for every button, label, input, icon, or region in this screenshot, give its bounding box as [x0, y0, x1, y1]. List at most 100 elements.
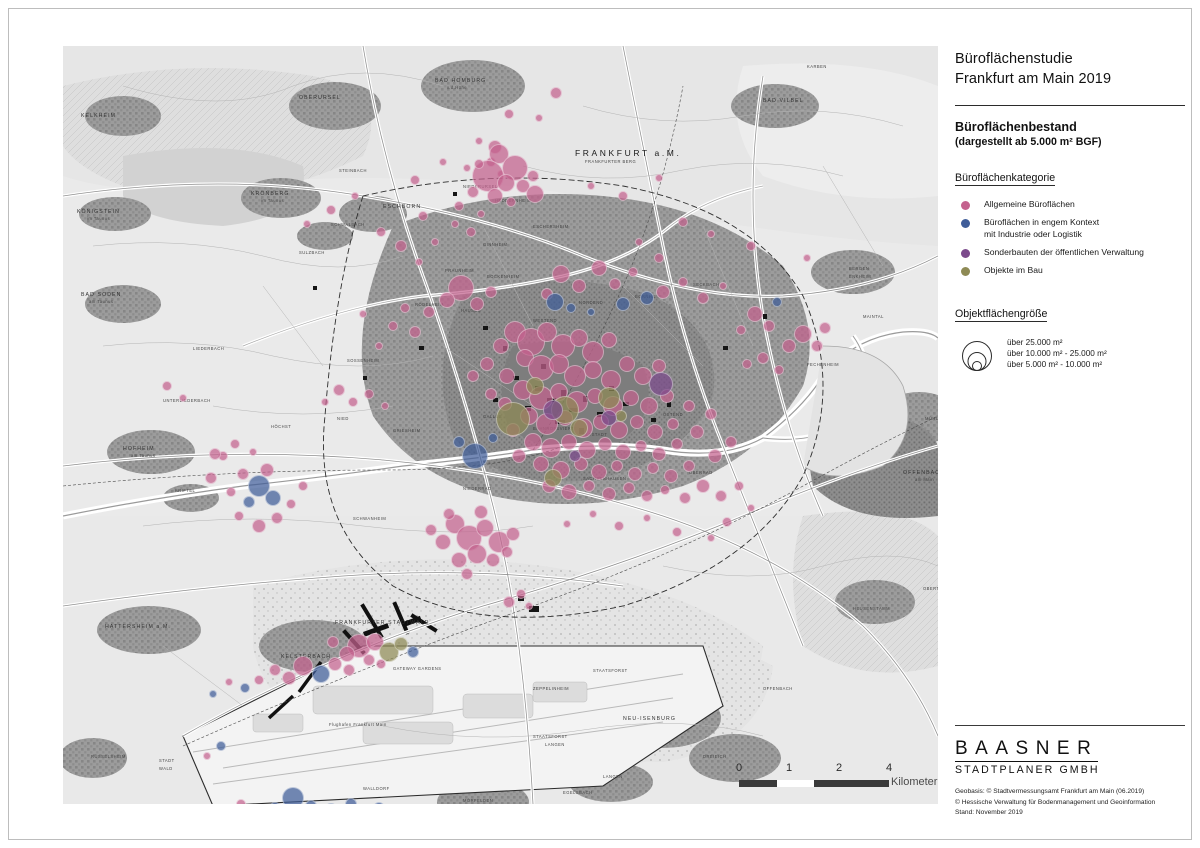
map-symbol-circle[interactable] [591, 464, 607, 480]
map-symbol-circle[interactable] [282, 787, 304, 804]
map-symbol-circle[interactable] [303, 220, 311, 228]
map-symbol-circle[interactable] [618, 191, 628, 201]
map-symbol-circle[interactable] [598, 437, 612, 451]
map-symbol-circle[interactable] [552, 265, 570, 283]
map-symbol-circle[interactable] [570, 329, 588, 347]
map-symbol-circle[interactable] [569, 450, 581, 462]
map-symbol-circle[interactable] [526, 185, 544, 203]
map-symbol-circle[interactable] [697, 292, 709, 304]
map-symbol-circle[interactable] [578, 441, 596, 459]
map-symbol-circle[interactable] [439, 158, 447, 166]
map-symbol-circle[interactable] [582, 341, 604, 363]
map-symbol-circle[interactable] [591, 260, 607, 276]
map-symbol-circle[interactable] [742, 359, 752, 369]
map-symbol-circle[interactable] [240, 683, 250, 693]
map-symbol-circle[interactable] [394, 637, 408, 651]
map-symbol-circle[interactable] [601, 332, 617, 348]
map-symbol-circle[interactable] [683, 460, 695, 472]
map-symbol-circle[interactable] [343, 664, 355, 676]
map-canvas[interactable]: FRANKFURT a.M. FRANKFURTER BERG KÖNIGSTEIN… [63, 46, 938, 804]
map-symbol-circle[interactable] [252, 519, 266, 533]
map-symbol-circle[interactable] [601, 410, 617, 426]
map-symbol-circle[interactable] [736, 325, 746, 335]
map-symbol-circle[interactable] [747, 306, 763, 322]
map-symbol-circle[interactable] [623, 390, 639, 406]
map-symbol-circle[interactable] [381, 402, 389, 410]
map-symbol-circle[interactable] [563, 520, 571, 528]
map-symbol-circle[interactable] [537, 322, 557, 342]
map-symbol-circle[interactable] [425, 524, 437, 536]
map-symbol-circle[interactable] [656, 285, 670, 299]
map-symbol-circle[interactable] [566, 303, 576, 313]
map-symbol-circle[interactable] [719, 282, 727, 290]
map-symbol-circle[interactable] [418, 211, 428, 221]
map-symbol-circle[interactable] [225, 678, 233, 686]
map-symbol-circle[interactable] [628, 267, 638, 277]
map-symbol-circle[interactable] [619, 356, 635, 372]
map-symbol-circle[interactable] [376, 659, 386, 669]
map-symbol-circle[interactable] [462, 443, 488, 469]
map-symbol-circle[interactable] [439, 292, 455, 308]
map-symbol-circle[interactable] [527, 170, 539, 182]
map-symbol-circle[interactable] [652, 359, 666, 373]
map-symbol-circle[interactable] [678, 277, 688, 287]
map-symbol-circle[interactable] [496, 402, 530, 436]
map-symbol-circle[interactable] [598, 387, 620, 409]
map-symbol-circle[interactable] [679, 492, 691, 504]
map-symbol-circle[interactable] [533, 456, 549, 472]
map-symbol-circle[interactable] [572, 279, 586, 293]
map-symbol-circle[interactable] [348, 397, 358, 407]
map-symbol-circle[interactable] [470, 297, 484, 311]
map-symbol-circle[interactable] [506, 527, 520, 541]
map-symbol-circle[interactable] [162, 381, 172, 391]
map-symbol-circle[interactable] [216, 741, 226, 751]
map-symbol-circle[interactable] [512, 449, 526, 463]
map-symbol-circle[interactable] [535, 114, 543, 122]
map-symbol-circle[interactable] [474, 505, 488, 519]
map-symbol-circle[interactable] [667, 418, 679, 430]
map-symbol-circle[interactable] [375, 342, 383, 350]
map-symbol-circle[interactable] [461, 568, 473, 580]
map-symbol-circle[interactable] [234, 511, 244, 521]
map-symbol-circle[interactable] [351, 192, 359, 200]
map-symbol-circle[interactable] [409, 326, 421, 338]
map-symbol-circle[interactable] [435, 534, 451, 550]
map-symbol-circle[interactable] [488, 433, 498, 443]
map-symbol-circle[interactable] [516, 589, 526, 599]
map-symbol-circle[interactable] [485, 286, 497, 298]
map-symbol-circle[interactable] [499, 368, 515, 384]
map-symbol-circle[interactable] [782, 339, 796, 353]
map-symbol-circle[interactable] [643, 514, 651, 522]
map-symbol-circle[interactable] [640, 291, 654, 305]
map-symbol-circle[interactable] [561, 484, 577, 500]
map-symbol-circle[interactable] [524, 433, 542, 451]
map-symbol-circle[interactable] [671, 438, 683, 450]
map-symbol-circle[interactable] [757, 352, 769, 364]
map-symbol-circle[interactable] [477, 210, 485, 218]
map-symbol-circle[interactable] [451, 220, 459, 228]
map-symbol-circle[interactable] [635, 440, 647, 452]
map-symbol-circle[interactable] [763, 320, 775, 332]
map-symbol-circle[interactable] [230, 439, 240, 449]
map-symbol-circle[interactable] [583, 480, 595, 492]
map-symbol-circle[interactable] [359, 310, 367, 318]
map-symbol-circle[interactable] [725, 436, 737, 448]
map-symbol-circle[interactable] [543, 400, 563, 420]
map-symbol-circle[interactable] [363, 654, 375, 666]
map-symbol-circle[interactable] [467, 370, 479, 382]
map-symbol-circle[interactable] [526, 377, 544, 395]
map-symbol-circle[interactable] [415, 258, 423, 266]
map-symbol-circle[interactable] [410, 175, 420, 185]
map-symbol-circle[interactable] [503, 596, 515, 608]
map-symbol-circle[interactable] [286, 499, 296, 509]
map-symbol-circle[interactable] [623, 482, 635, 494]
map-symbol-circle[interactable] [647, 462, 659, 474]
map-symbol-circle[interactable] [443, 508, 455, 520]
map-symbol-circle[interactable] [504, 109, 514, 119]
map-symbol-circle[interactable] [293, 656, 313, 676]
map-symbol-circle[interactable] [236, 799, 246, 804]
map-symbol-circle[interactable] [249, 448, 257, 456]
map-symbol-circle[interactable] [203, 752, 211, 760]
map-symbol-circle[interactable] [226, 487, 236, 497]
map-symbol-circle[interactable] [339, 646, 355, 662]
